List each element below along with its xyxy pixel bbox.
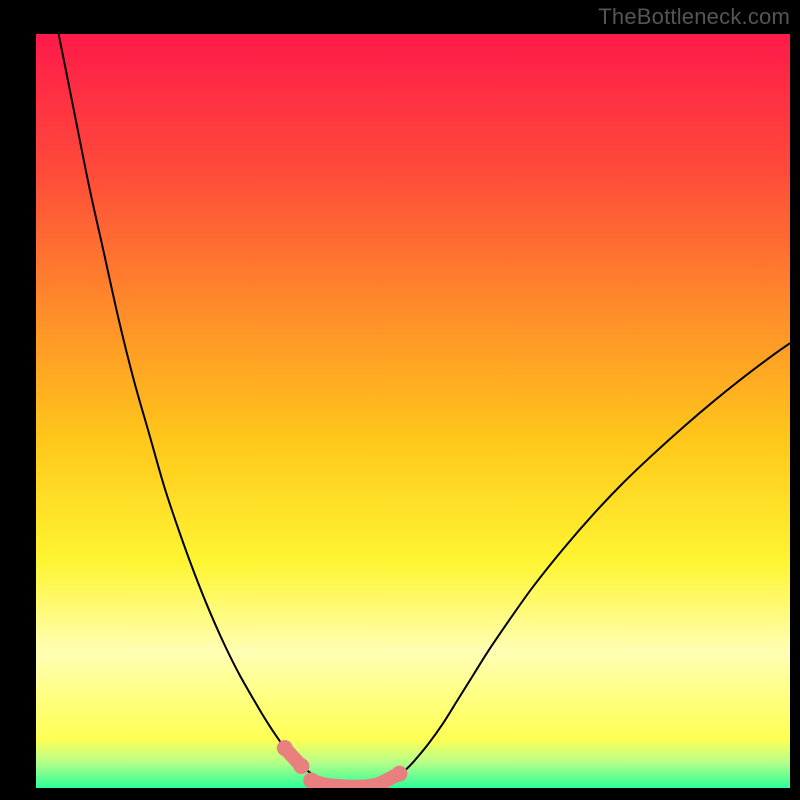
highlight-dot-2 xyxy=(303,772,319,788)
bottleneck-curve xyxy=(59,34,790,788)
chart-svg xyxy=(36,34,790,788)
highlight-dot-0 xyxy=(277,740,293,756)
highlight-dot-1 xyxy=(293,758,309,774)
plot-area xyxy=(36,34,790,788)
watermark-text: TheBottleneck.com xyxy=(598,4,790,30)
highlight-dot-4 xyxy=(391,766,407,782)
